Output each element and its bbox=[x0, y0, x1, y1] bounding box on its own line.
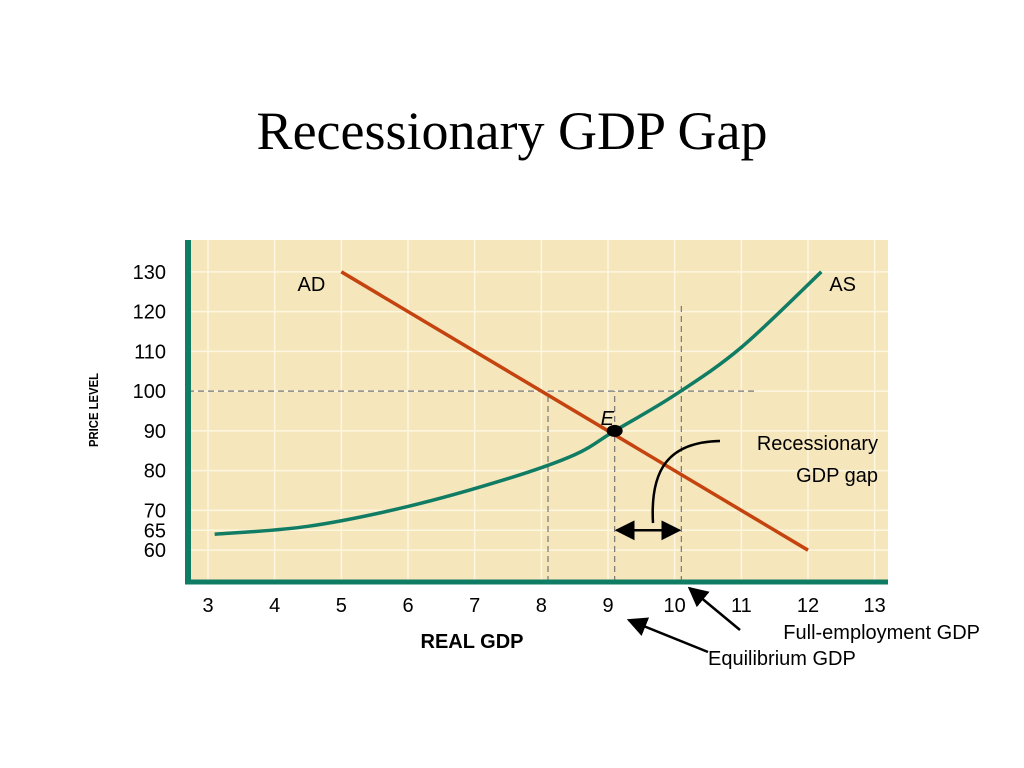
as-label: AS bbox=[829, 274, 856, 296]
gap-label-line2: GDP gap bbox=[796, 465, 878, 487]
full-employment-label: Full-employment GDP bbox=[783, 622, 980, 644]
y-tick-label: 80 bbox=[144, 461, 166, 483]
x-tick-label: 13 bbox=[864, 595, 886, 617]
equilibrium-label: E bbox=[601, 408, 615, 430]
full-employment-arrow bbox=[687, 586, 741, 631]
x-tick-label: 9 bbox=[602, 595, 613, 617]
x-tick-label: 11 bbox=[731, 595, 752, 617]
x-tick-label: 10 bbox=[664, 595, 686, 617]
as-curve bbox=[214, 270, 823, 537]
x-tick-label: 7 bbox=[469, 595, 480, 617]
y-tick-label: 100 bbox=[133, 381, 166, 403]
y-tick-label: 130 bbox=[133, 262, 166, 284]
ad-curve bbox=[340, 270, 809, 552]
y-axis-title: PRICE LEVEL bbox=[86, 373, 101, 447]
ad-label: AD bbox=[298, 274, 326, 296]
equilibrium-point bbox=[606, 424, 623, 437]
x-tick-label: 8 bbox=[536, 595, 547, 617]
y-tick-label: 110 bbox=[134, 341, 166, 363]
x-tick-label: 6 bbox=[402, 595, 413, 617]
equilibrium-gdp-label: Equilibrium GDP bbox=[708, 648, 856, 670]
x-axis-title: REAL GDP bbox=[421, 631, 524, 653]
x-tick-label: 12 bbox=[797, 595, 819, 617]
gap-leader-line bbox=[651, 439, 721, 524]
x-tick-label: 5 bbox=[336, 595, 347, 617]
x-tick-label: 3 bbox=[202, 595, 213, 617]
gap-label-line1: Recessionary bbox=[757, 433, 878, 455]
y-tick-label: 70 bbox=[144, 500, 166, 522]
plot-area bbox=[188, 240, 888, 582]
y-tick-label: 65 bbox=[144, 520, 166, 542]
y-tick-label: 60 bbox=[144, 540, 166, 562]
y-tick-label: 90 bbox=[144, 421, 166, 443]
y-tick-label: 120 bbox=[133, 302, 166, 324]
equilibrium-arrow bbox=[626, 617, 709, 654]
x-tick-label: 4 bbox=[269, 595, 280, 617]
page-title: Recessionary GDP Gap bbox=[256, 101, 768, 161]
